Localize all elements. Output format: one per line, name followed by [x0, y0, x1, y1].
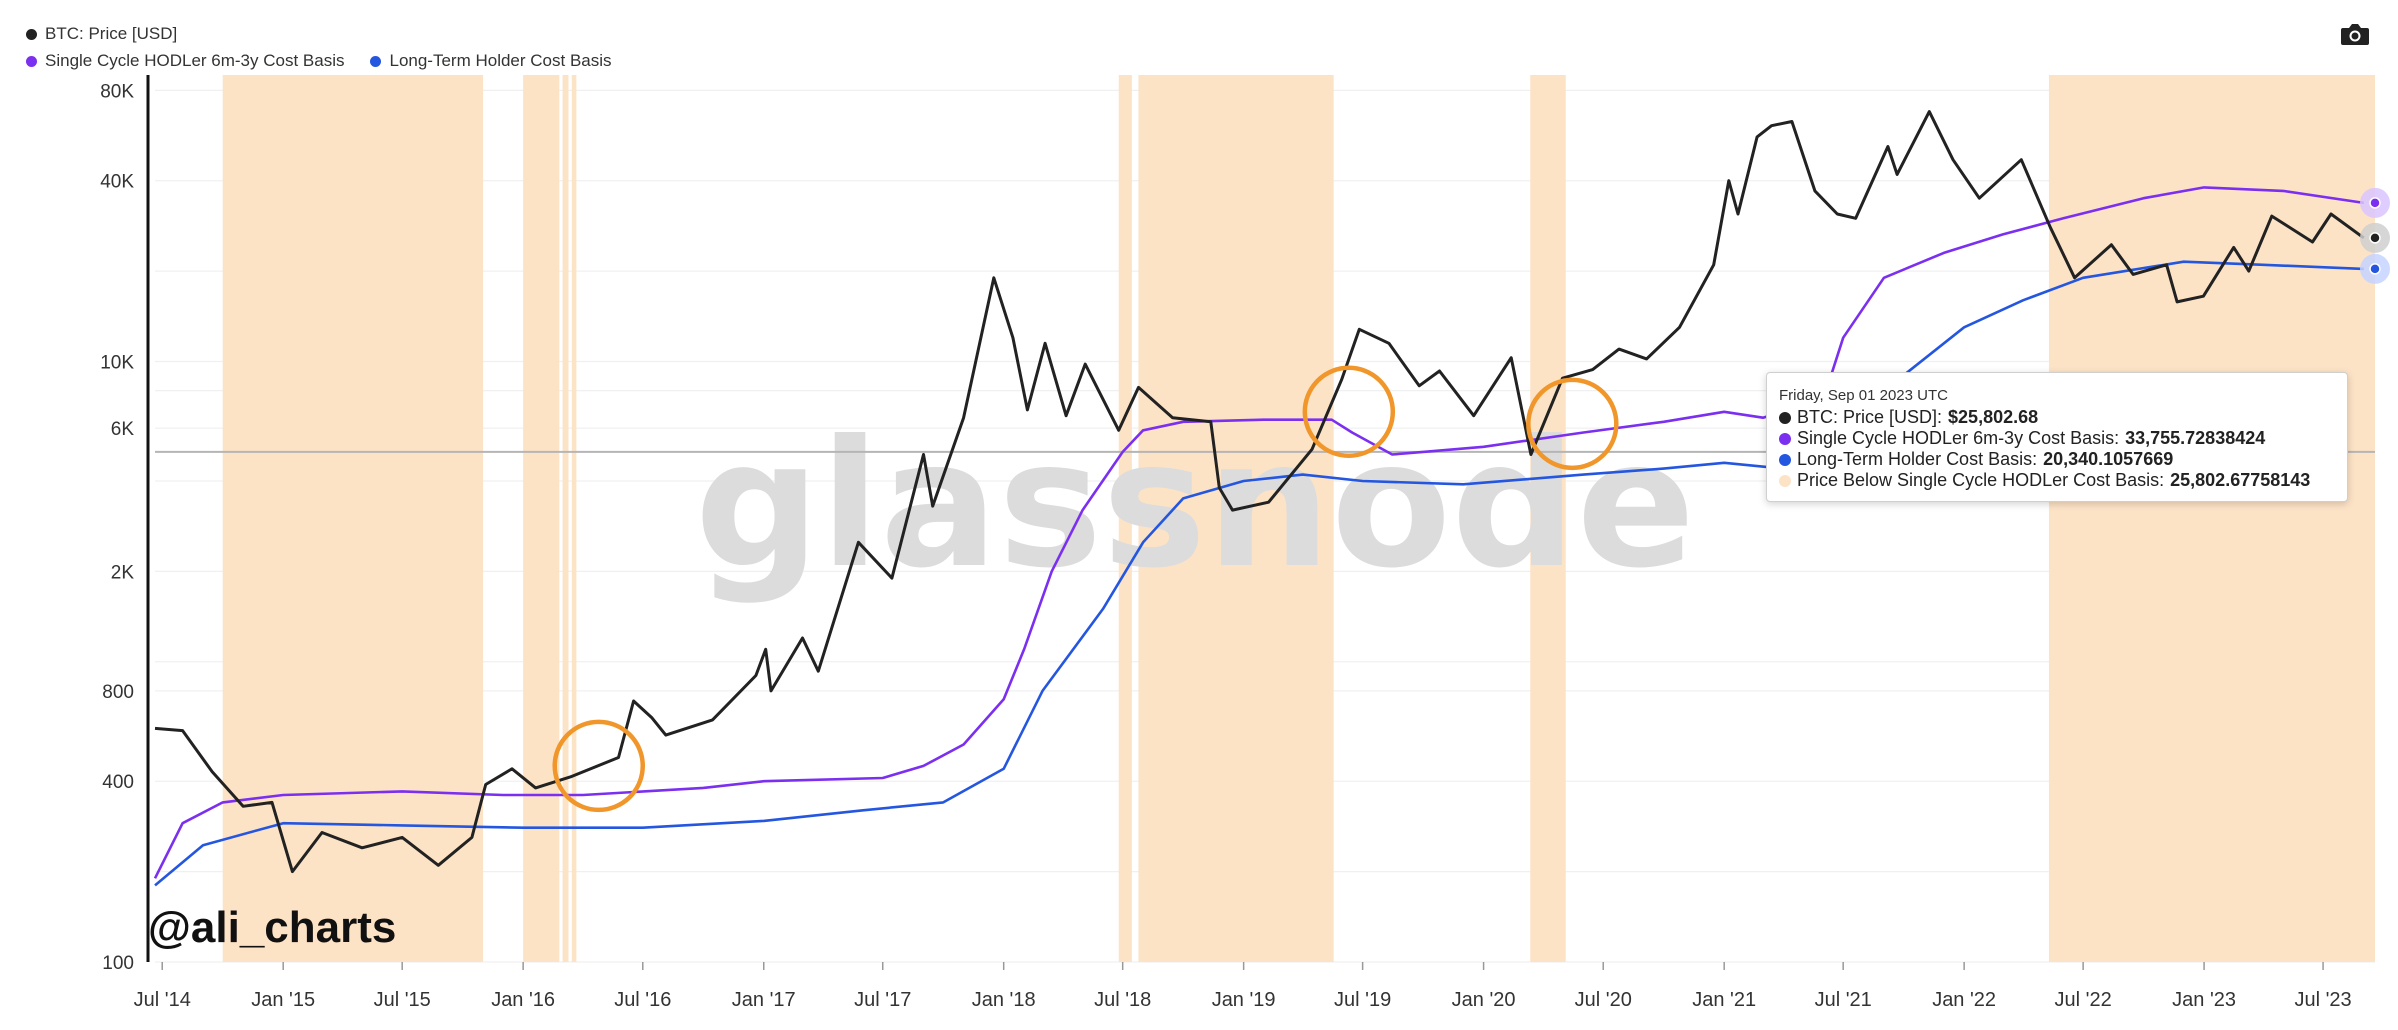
x-tick-label: Jan '23: [2172, 989, 2236, 1011]
tooltip-row-single-cycle: Single Cycle HODLer 6m-3y Cost Basis: 33…: [1779, 428, 2347, 449]
legend-dot-price: [26, 28, 37, 40]
x-tick-label: Jul '21: [1815, 989, 1872, 1011]
marker-dot: [2369, 263, 2381, 275]
x-tick-label: Jul '18: [1094, 989, 1151, 1011]
marker-dot: [2369, 197, 2381, 209]
series-line-2: [154, 260, 2364, 887]
highlight-circles: [552, 365, 1619, 813]
tooltip-dot-single-cycle: [1779, 432, 1791, 445]
shaded-period: [1530, 75, 1566, 962]
tooltip-date: Friday, Sep 01 2023 UTC: [1779, 387, 1948, 404]
legend-label-lth: Long-Term Holder Cost Basis: [389, 51, 612, 70]
shaded-period: [2048, 75, 2375, 962]
camera-icon[interactable]: [2340, 22, 2370, 46]
x-tick-label: Jan '17: [732, 989, 796, 1011]
series-lines: [153, 110, 2365, 887]
tooltip-value-lth: 20,340.1057669: [2043, 449, 2174, 469]
tooltip-dot-price: [1779, 411, 1791, 424]
legend-label-single-cycle: Single Cycle HODLer 6m-3y Cost Basis: [45, 51, 345, 70]
x-tick-label: Jul '17: [854, 989, 911, 1011]
tooltip-label-lth: Long-Term Holder Cost Basis:: [1797, 449, 2038, 469]
shaded-periods: [222, 75, 2375, 962]
legend-item-lth[interactable]: Long-Term Holder Cost Basis: [370, 51, 612, 71]
y-tick-label: 2K: [111, 562, 135, 583]
tooltip-row-price: BTC: Price [USD]: $25,802.68: [1779, 407, 2347, 428]
shaded-period: [1118, 75, 1132, 962]
author-handle: @ali_charts: [148, 903, 397, 952]
x-tick-label: Jul '16: [614, 989, 671, 1011]
y-tick-label: 80K: [100, 81, 134, 102]
legend-item-price[interactable]: BTC: Price [USD]: [26, 24, 177, 44]
x-tick-label: Jan '16: [491, 989, 555, 1011]
series-line-1: [153, 186, 2364, 879]
legend-row-1: BTC: Price [USD]: [26, 24, 177, 44]
highlight-circle: [552, 719, 645, 813]
y-tick-label: 6K: [111, 419, 135, 440]
x-tick-label: Jan '21: [1692, 989, 1756, 1011]
x-tick-label: Jan '20: [1452, 989, 1516, 1011]
tooltip-value-shaded: 25,802.67758143: [2170, 470, 2311, 490]
x-tick-label: Jul '19: [1334, 989, 1391, 1011]
y-tick-label: 100: [102, 953, 134, 974]
tooltip-value-price: $25,802.68: [1948, 407, 2039, 427]
x-tick-label: Jul '22: [2055, 989, 2112, 1011]
y-tick-label: 40K: [100, 172, 134, 193]
y-tick-label: 400: [102, 772, 134, 793]
shaded-period: [222, 75, 484, 962]
series-line-0: [154, 110, 2365, 874]
x-tick-label: Jul '14: [134, 989, 191, 1011]
tooltip-row-shaded: Price Below Single Cycle HODLer Cost Bas…: [1779, 470, 2347, 491]
x-tick-label: Jan '15: [251, 989, 315, 1011]
tooltip-label-price: BTC: Price [USD]:: [1797, 407, 1943, 427]
x-tick-label: Jul '23: [2294, 989, 2351, 1011]
highlight-circle: [1302, 365, 1396, 459]
hover-tooltip: Friday, Sep 01 2023 UTC BTC: Price [USD]…: [1766, 372, 2348, 502]
tooltip-label-shaded: Price Below Single Cycle HODLer Cost Bas…: [1797, 470, 2165, 490]
tooltip-label-single-cycle: Single Cycle HODLer 6m-3y Cost Basis:: [1797, 428, 2120, 448]
x-tick-label: Jan '19: [1212, 989, 1276, 1011]
end-markers: [2360, 187, 2390, 284]
x-tick-label: Jan '18: [972, 989, 1036, 1011]
shaded-period: [523, 75, 560, 962]
legend-dot-single-cycle: [26, 55, 37, 67]
y-axis-ticks: 100 400 800 2K 6K 10K 40K 80K: [100, 81, 134, 974]
tooltip-dot-shaded: [1779, 474, 1791, 487]
legend-row-2: Single Cycle HODLer 6m-3y Cost Basis Lon…: [26, 51, 612, 71]
legend-label-price: BTC: Price [USD]: [45, 24, 178, 43]
legend-dot-lth: [370, 55, 382, 67]
x-tick-label: Jan '22: [1932, 989, 1996, 1011]
x-tick-label: Jul '15: [374, 989, 431, 1011]
y-tick-label: 800: [102, 682, 134, 703]
tooltip-dot-lth: [1779, 453, 1791, 466]
tooltip-value-single-cycle: 33,755.72838424: [2125, 428, 2266, 448]
shaded-period: [571, 75, 577, 962]
shaded-period: [1138, 75, 1334, 962]
x-tick-label: Jul '20: [1575, 989, 1632, 1011]
tooltip-row-lth: Long-Term Holder Cost Basis: 20,340.1057…: [1779, 449, 2347, 470]
watermark: glassnode: [695, 404, 1695, 607]
highlight-circle: [1526, 377, 1619, 471]
y-tick-label: 10K: [100, 353, 134, 374]
legend-item-single-cycle[interactable]: Single Cycle HODLer 6m-3y Cost Basis: [26, 51, 344, 71]
marker-dot: [2369, 232, 2381, 244]
x-axis-ticks: Jul '14 Jan '15 Jul '15 Jan '16 Jul '16 Jan '…: [134, 962, 2352, 1011]
shaded-period: [562, 75, 569, 962]
